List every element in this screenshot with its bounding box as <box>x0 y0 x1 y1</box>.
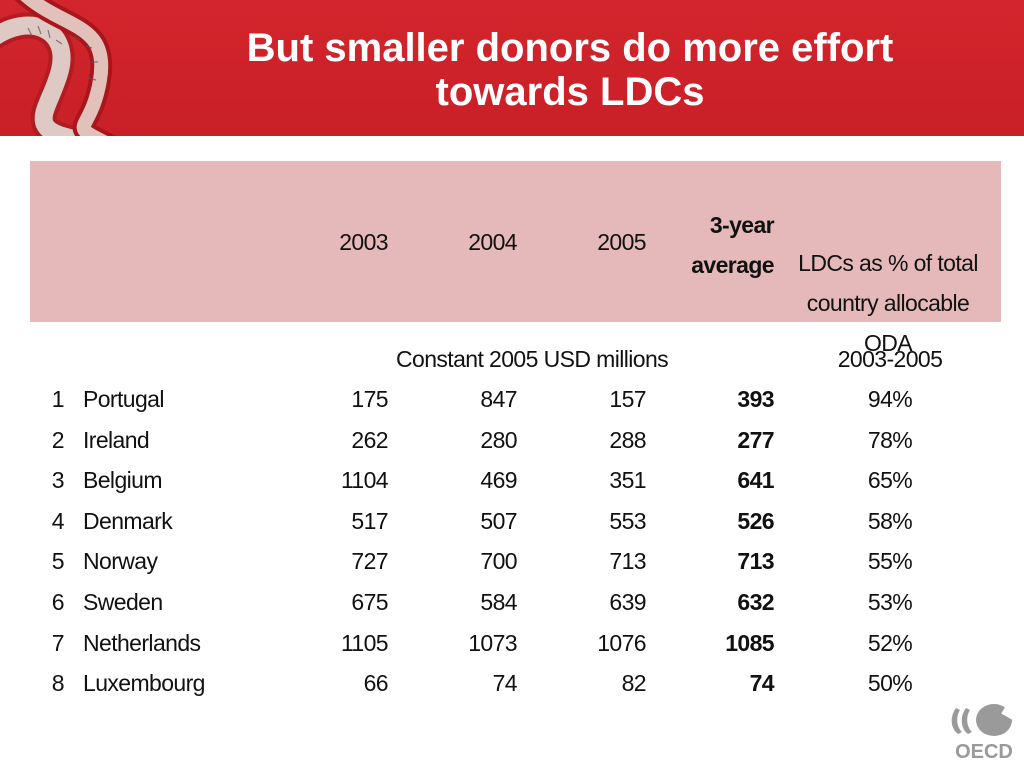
value-2004-cell: 700 <box>480 548 517 575</box>
rank-cell: 8 <box>51 670 65 697</box>
value-2005-cell: 1076 <box>597 629 646 656</box>
country-cell: Norway <box>83 548 158 575</box>
table-row: 1 Portugal 175 847 157 393 94% <box>0 386 1024 426</box>
ldc-share-cell: 50% <box>867 670 913 697</box>
rank-cell: 6 <box>51 589 65 615</box>
average-cell: 632 <box>737 589 774 615</box>
column-header-2003: 2003 <box>339 229 388 255</box>
column-header-2005: 2005 <box>597 229 646 255</box>
country-cell: Sweden <box>83 589 163 615</box>
average-cell: 526 <box>737 507 774 534</box>
column-header-ldc-share: LDCs as % of total country allocable ODA <box>798 250 978 356</box>
value-2003-cell: 517 <box>351 507 388 534</box>
table-row: 8 Luxembourg 66 74 82 74 50% <box>0 670 1024 710</box>
average-cell: 1085 <box>725 629 774 656</box>
rank-cell: 1 <box>51 386 65 412</box>
table-row: 5 Norway 727 700 713 713 55% <box>0 548 1024 588</box>
ldc-share-cell: 58% <box>867 507 913 534</box>
value-2005-cell: 713 <box>609 548 646 575</box>
average-cell: 713 <box>737 548 774 575</box>
ldc-share-cell: 78% <box>867 426 913 453</box>
value-2004-cell: 847 <box>480 386 517 412</box>
rank-cell: 3 <box>51 467 65 494</box>
rank-cell: 5 <box>51 548 65 575</box>
average-cell: 74 <box>749 670 775 697</box>
value-2003-cell: 1104 <box>340 467 389 494</box>
value-2005-cell: 157 <box>609 386 646 412</box>
slide-title: But smaller donors do more effort toward… <box>246 26 894 114</box>
country-cell: Netherlands <box>83 629 201 656</box>
average-cell: 277 <box>737 426 774 453</box>
value-2004-cell: 1073 <box>468 629 517 656</box>
rank-cell: 7 <box>51 629 65 656</box>
value-2004-cell: 469 <box>480 467 517 494</box>
oecd-logo: OECD <box>951 694 1020 763</box>
ldc-share-cell: 52% <box>867 629 913 656</box>
title-banner: But smaller donors do more effort toward… <box>0 0 1024 136</box>
value-2004-cell: 74 <box>492 670 518 697</box>
rank-cell: 4 <box>51 507 65 534</box>
value-2005-cell: 553 <box>609 507 646 534</box>
value-2004-cell: 507 <box>480 507 517 534</box>
table-header-band <box>30 161 1001 322</box>
period-label: 2003-2005 <box>837 346 943 372</box>
column-header-2004: 2004 <box>468 229 517 255</box>
average-cell: 641 <box>737 467 774 494</box>
value-2005-cell: 351 <box>609 467 646 494</box>
country-cell: Belgium <box>83 467 163 494</box>
country-cell: Denmark <box>83 507 173 534</box>
value-2005-cell: 82 <box>621 670 647 697</box>
value-2003-cell: 727 <box>351 548 388 575</box>
table-row: 2 Ireland 262 280 288 277 78% <box>0 427 1024 467</box>
value-2004-cell: 280 <box>480 426 517 453</box>
country-cell: Ireland <box>83 426 150 453</box>
rank-cell: 2 <box>51 426 65 453</box>
country-cell: Portugal <box>83 386 164 412</box>
ldc-share-cell: 94% <box>867 386 913 412</box>
ldc-share-cell: 53% <box>867 589 913 615</box>
table-row: 6 Sweden 675 584 639 632 53% <box>0 589 1024 629</box>
value-2005-cell: 288 <box>609 426 646 453</box>
oecd-logo-text: OECD <box>955 741 1013 763</box>
value-2003-cell: 66 <box>363 670 389 697</box>
country-cell: Luxembourg <box>83 670 205 697</box>
ldc-share-cell: 55% <box>867 548 913 575</box>
value-2004-cell: 584 <box>480 589 517 615</box>
value-2003-cell: 175 <box>351 386 388 412</box>
value-2003-cell: 675 <box>351 589 388 615</box>
measuring-tape-illustration <box>0 0 130 136</box>
units-label: Constant 2005 USD millions <box>396 346 669 372</box>
table-row: 7 Netherlands 1105 1073 1076 1085 52% <box>0 630 1024 670</box>
table-row: 4 Denmark 517 507 553 526 58% <box>0 508 1024 548</box>
value-2003-cell: 262 <box>351 426 388 453</box>
average-cell: 393 <box>737 386 774 412</box>
value-2003-cell: 1105 <box>340 629 389 656</box>
ldc-share-cell: 65% <box>867 467 913 494</box>
value-2005-cell: 639 <box>609 589 646 615</box>
table-row: 3 Belgium 1104 469 351 641 65% <box>0 467 1024 507</box>
column-header-3-year-average: 3-year average <box>691 212 774 278</box>
